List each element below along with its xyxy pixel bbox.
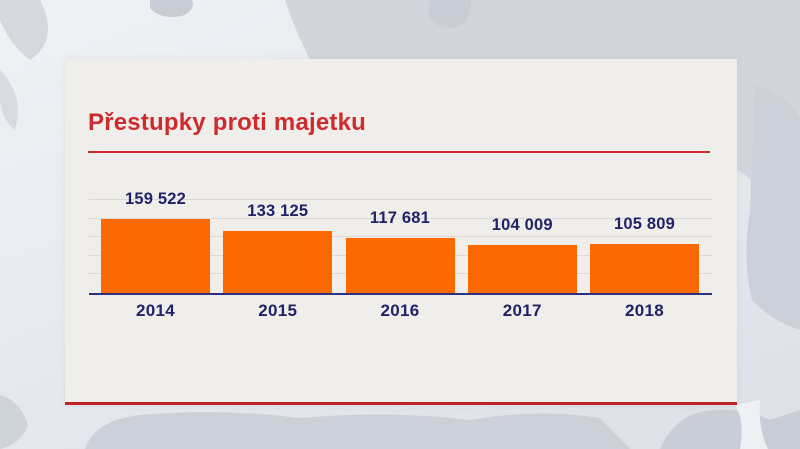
x-tick-label: 2015 [258, 301, 298, 320]
map-shape [746, 85, 800, 330]
chart-title: Přestupky proti majetku [88, 109, 367, 136]
map-shape [660, 409, 800, 449]
bar-chart: 159 522 2014 133 125 2015 117 681 2016 104 009… [89, 190, 712, 320]
bar-2015 [223, 231, 333, 293]
map-shape [0, 395, 28, 449]
bar-group-2015: 133 125 2015 [223, 200, 333, 320]
bar-value-label: 117 681 [369, 209, 431, 227]
chart-card: Přestupky proti majetku 159 522 2014 133 1… [65, 59, 737, 405]
bar-group-2016: 117 681 2016 [345, 200, 455, 320]
bar-group-2017: 104 009 2017 [467, 200, 577, 320]
bar-2016 [345, 238, 455, 293]
map-shape [735, 400, 768, 449]
title-underline [88, 151, 710, 153]
bar-value-label: 159 522 [124, 190, 187, 208]
bar-value-label: 105 809 [613, 215, 676, 233]
map-shape [85, 412, 630, 449]
bar-value-label: 133 125 [247, 202, 309, 220]
bar-2017 [467, 245, 577, 293]
bar-2018 [590, 244, 699, 293]
x-tick-label: 2014 [135, 301, 176, 320]
bar-2014 [101, 219, 210, 293]
gridline [89, 217, 712, 219]
bar-group-2018: 105 809 2018 [590, 200, 699, 320]
gridline [89, 199, 712, 200]
map-shape [0, 70, 18, 130]
gridline [89, 236, 712, 238]
x-axis-line [89, 293, 712, 295]
x-tick-label: 2017 [502, 301, 542, 320]
map-shape [150, 0, 193, 17]
x-tick-label: 2018 [624, 301, 665, 320]
x-tick-label: 2016 [380, 301, 420, 320]
bar-group-2014: 159 522 2014 [101, 190, 210, 320]
bar-value-label: 104 009 [491, 216, 553, 234]
map-shape [0, 0, 48, 60]
map-shape [428, 0, 471, 29]
